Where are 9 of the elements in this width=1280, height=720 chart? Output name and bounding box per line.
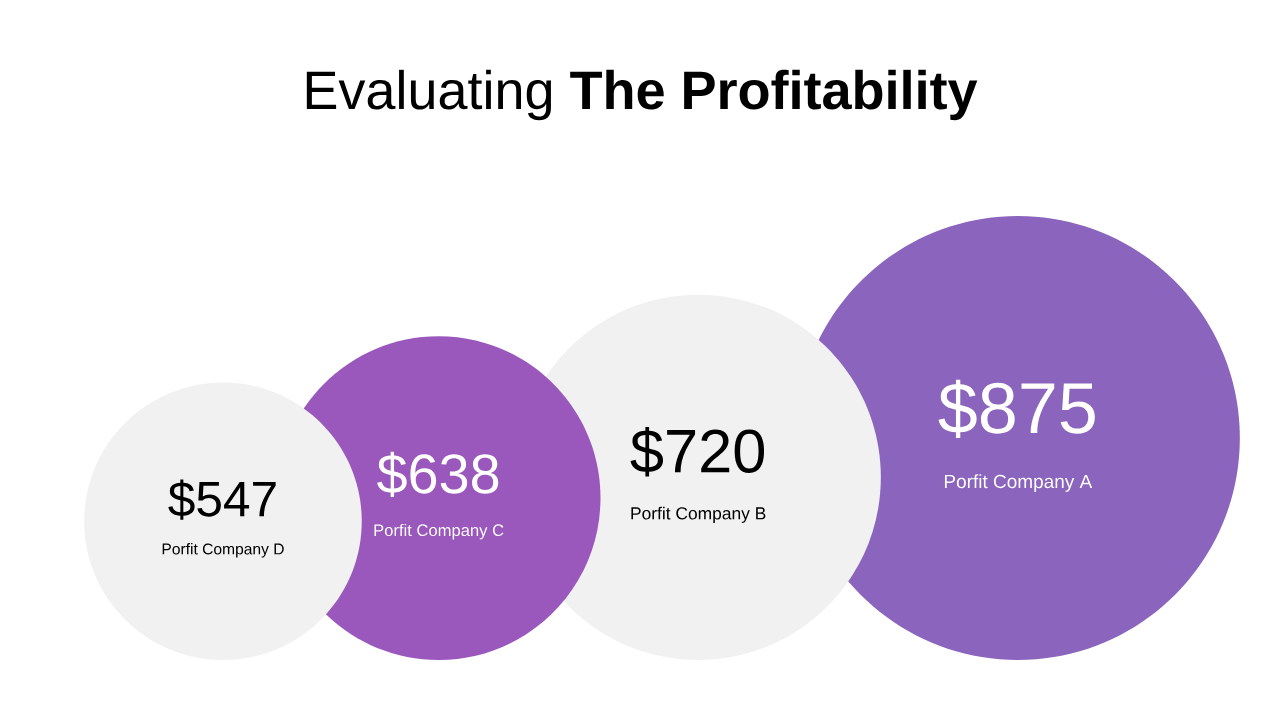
data-label: $875 — [938, 379, 1095, 438]
text: Evaluating The Profitability — [306, 69, 978, 121]
data-label: $720 — [630, 426, 765, 477]
data-label: $638 — [377, 451, 499, 497]
category-label: Porfit Company B — [631, 506, 766, 523]
data-label: $547 — [168, 479, 276, 520]
category-label: Porfit Company A — [944, 474, 1093, 492]
category-label: Porfit Company D — [162, 543, 284, 558]
category-label: Porfit Company C — [374, 523, 504, 540]
